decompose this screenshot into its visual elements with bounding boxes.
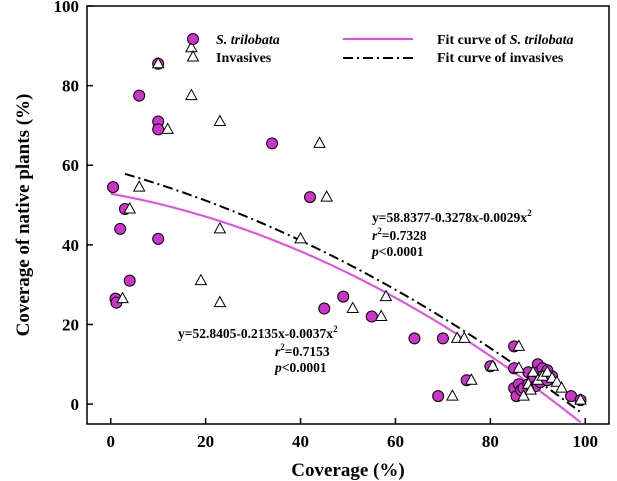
point-invasives (213, 221, 227, 234)
equation-invasives-sup: 2 (527, 208, 532, 218)
x-tick-label: 60 (387, 432, 404, 451)
legend-label-fit-s-trilobata: Fit curve of S. trilobata (437, 33, 574, 48)
y-tick-label: 40 (62, 236, 79, 255)
point-invasives (465, 373, 478, 385)
point-invasives (574, 393, 587, 405)
point-invasives (213, 295, 227, 308)
equation-invasives-main: y=58.8377-0.3278x-0.0029x (372, 210, 527, 225)
legend-label-fit-invasives: Fit curve of invasives (437, 51, 564, 66)
point-invasives (374, 309, 388, 322)
point-invasives (446, 389, 459, 401)
equation-trilobata-sup: 2 (333, 324, 338, 334)
point-invasives (313, 136, 326, 148)
x-axis-title: Coverage (%) (291, 460, 404, 481)
fit-curve-s-trilobata (110, 192, 582, 424)
p-invasives: p<0.0001 (371, 244, 424, 259)
p-trilobata-value: <0.0001 (282, 360, 327, 375)
p-invasives-value: <0.0001 (379, 244, 424, 259)
point-s-trilobata (133, 89, 146, 102)
point-invasives (517, 389, 530, 401)
legend-label-invasives: Invasives (216, 51, 272, 66)
point-invasives (512, 339, 526, 351)
x-tick-label: 80 (482, 432, 499, 451)
p-invasives-label: p (371, 244, 379, 259)
point-invasives (550, 375, 564, 387)
plot-frame (86, 5, 610, 425)
point-invasives (540, 365, 554, 377)
equation-trilobata-main: y=52.8405-0.2135x-0.0037x (178, 326, 333, 341)
y-axis-title: Coverage of native plants (%) (13, 94, 34, 337)
point-invasives (132, 180, 146, 192)
point-invasives (320, 190, 333, 202)
point-s-trilobata (152, 123, 165, 136)
point-s-trilobata (436, 332, 449, 345)
point-invasives (555, 381, 568, 393)
annotation-trilobata-fit: y=52.8405-0.2135x-0.0037x2 r2=0.7153 p<0… (178, 324, 338, 375)
equation-trilobata: y=52.8405-0.2135x-0.0037x2 (178, 324, 338, 341)
legend-marker-s-trilobata (187, 33, 199, 45)
point-invasives (151, 56, 165, 69)
point-invasives (123, 201, 137, 214)
y-tick-label: 0 (71, 395, 80, 414)
legend-fit-species: S. trilobata (510, 33, 574, 48)
legend-label-s-trilobata: S. trilobata (216, 33, 280, 48)
annotation-invasives-fit: y=58.8377-0.3278x-0.0029x2 r2=0.7328 p<0… (371, 208, 532, 259)
legend-fit-prefix: Fit curve of (437, 33, 510, 48)
p-trilobata: p<0.0001 (274, 360, 327, 375)
point-s-trilobata (337, 290, 350, 303)
point-invasives (116, 291, 129, 304)
x-tick-label: 20 (197, 432, 214, 451)
point-s-trilobata (365, 310, 378, 323)
point-invasives (185, 88, 198, 101)
point-s-trilobata (266, 137, 279, 150)
data-points (107, 40, 587, 407)
y-tick-label: 80 (62, 77, 79, 96)
legend-marker-invasives (186, 49, 200, 62)
point-invasives (526, 365, 540, 377)
r2-trilobata: r2=0.7153 (275, 342, 330, 359)
point-invasives (457, 331, 471, 343)
point-invasives (294, 231, 307, 244)
point-s-trilobata (432, 390, 445, 403)
point-s-trilobata (123, 274, 136, 287)
point-invasives (524, 383, 538, 395)
equation-invasives: y=58.8377-0.3278x-0.0029x2 (372, 208, 532, 225)
y-tick-label: 100 (54, 0, 80, 16)
point-invasives (194, 273, 208, 286)
point-s-trilobata (114, 222, 127, 235)
point-invasives (512, 361, 526, 373)
r2-invasives-label: r (372, 228, 378, 243)
r2-invasives-value: =0.7328 (382, 228, 427, 243)
fit-curve-invasives (124, 172, 582, 414)
x-tick-label: 0 (106, 432, 115, 451)
axis-ticks: 0 20 40 60 80 100 0 20 40 60 80 100 (54, 0, 599, 451)
y-tick-label: 60 (62, 156, 79, 175)
point-invasives (379, 289, 393, 302)
legend: S. trilobata Invasives Fit curve of S. t… (186, 33, 574, 66)
r2-trilobata-sup: 2 (280, 342, 285, 352)
point-invasives (161, 122, 175, 134)
point-invasives (213, 114, 227, 126)
r2-invasives: r2=0.7328 (372, 226, 427, 243)
p-trilobata-label: p (274, 360, 282, 375)
point-s-trilobata (318, 302, 331, 315)
point-invasives (486, 359, 500, 371)
x-tick-label: 40 (292, 432, 309, 451)
point-invasives (185, 40, 198, 53)
point-invasives (346, 301, 360, 314)
point-s-trilobata (107, 181, 120, 194)
x-tick-label: 100 (573, 432, 599, 451)
fit-curves (110, 172, 582, 424)
r2-trilobata-value: =0.7153 (285, 344, 330, 359)
point-s-trilobata (408, 332, 421, 345)
point-s-trilobata (152, 232, 165, 245)
r2-invasives-sup: 2 (377, 226, 382, 236)
r2-trilobata-label: r (275, 344, 281, 359)
point-s-trilobata (304, 191, 317, 204)
y-tick-label: 20 (62, 315, 79, 334)
